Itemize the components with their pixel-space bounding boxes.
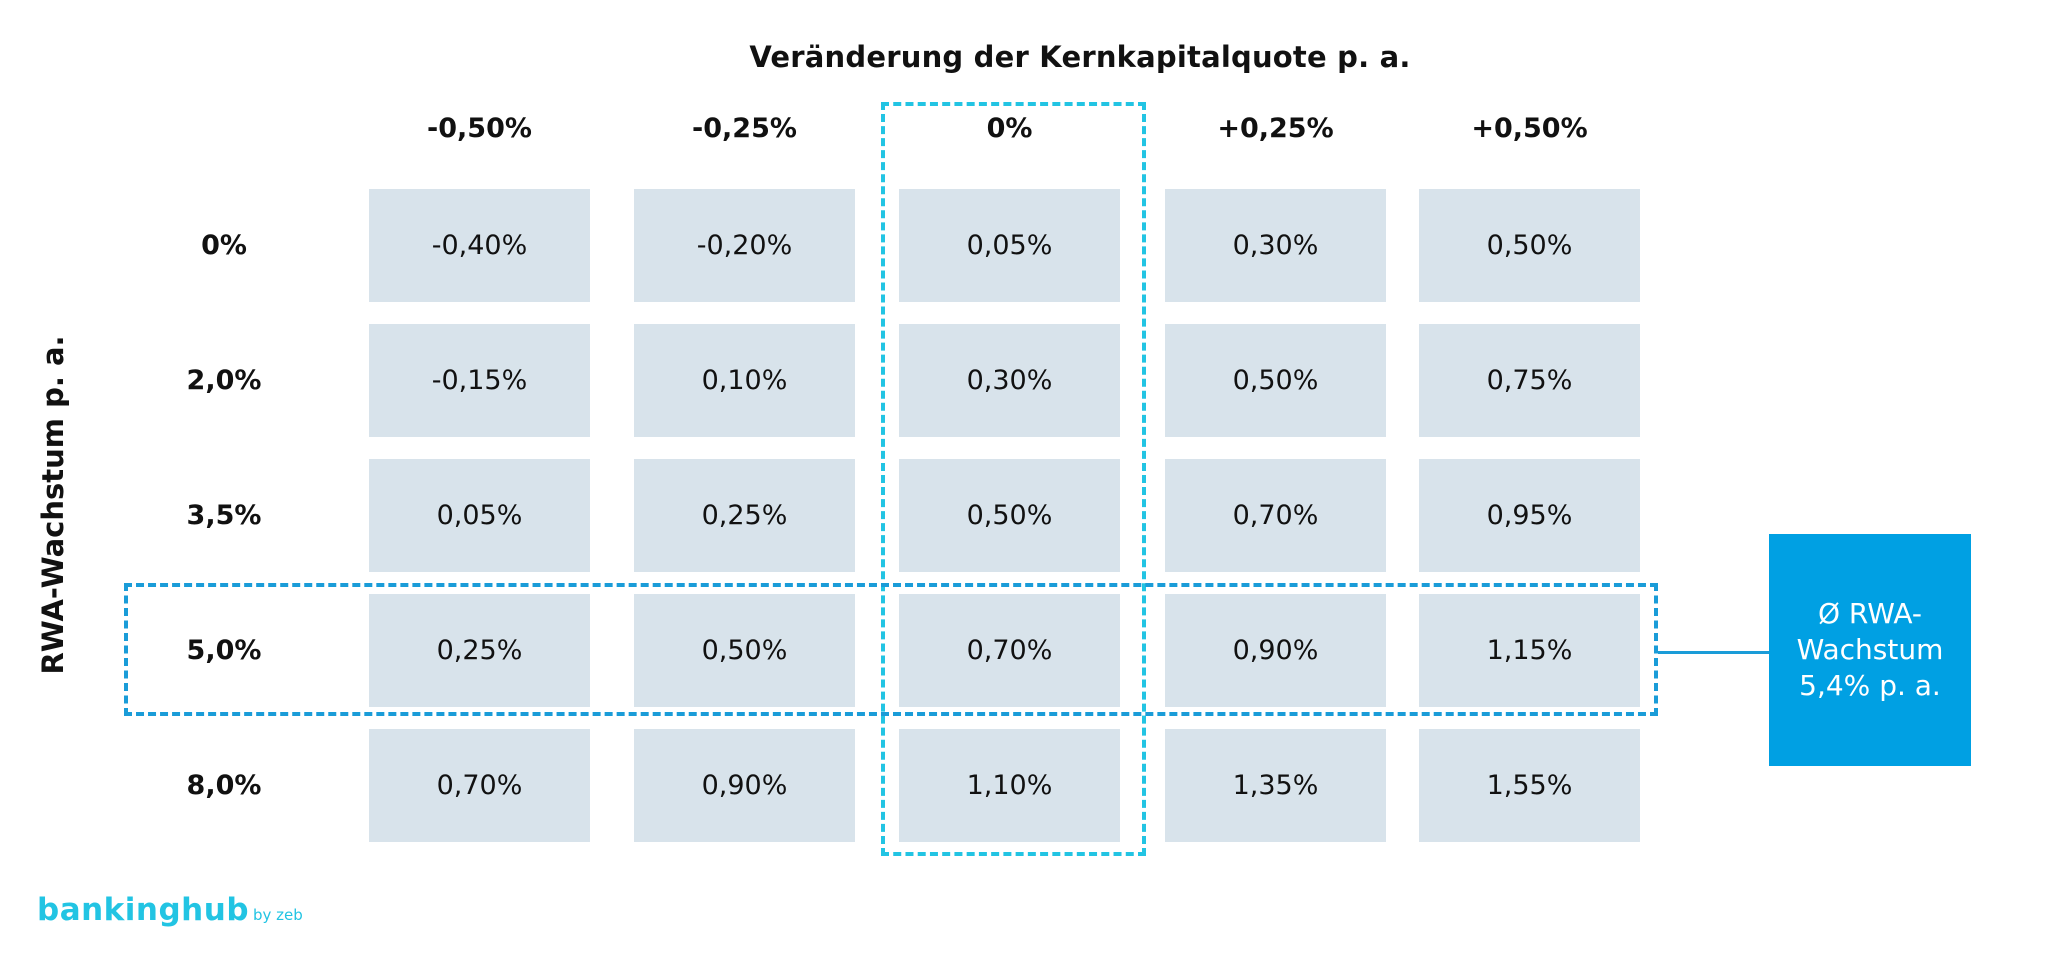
- table-cell: 0,50%: [899, 459, 1120, 572]
- table-cell: 0,30%: [1165, 189, 1386, 302]
- column-header: -0,50%: [427, 113, 532, 144]
- chart-title: Veränderung der Kernkapitalquote p. a.: [749, 40, 1411, 74]
- row-header: 2,0%: [186, 364, 262, 396]
- row-header: 5,0%: [186, 634, 262, 666]
- table-cell: 1,10%: [899, 729, 1120, 842]
- row-header: 3,5%: [186, 499, 262, 531]
- table-cell: 1,35%: [1165, 729, 1386, 842]
- table-cell: -0,15%: [369, 324, 590, 437]
- column-header: -0,25%: [692, 113, 797, 144]
- row-header: 8,0%: [186, 769, 262, 801]
- table-cell: 0,50%: [1419, 189, 1640, 302]
- table-cell: -0,40%: [369, 189, 590, 302]
- table-cell: 0,70%: [369, 729, 590, 842]
- table-cell: 1,55%: [1419, 729, 1640, 842]
- table-cell: 0,25%: [369, 594, 590, 707]
- table-cell: 0,70%: [1165, 459, 1386, 572]
- callout-box: Ø RWA- Wachstum 5,4% p. a.: [1769, 534, 1971, 766]
- table-cell: 0,75%: [1419, 324, 1640, 437]
- table-cell: 0,05%: [369, 459, 590, 572]
- table-cell: 0,30%: [899, 324, 1120, 437]
- table-cell: 0,95%: [1419, 459, 1640, 572]
- table-cell: 0,25%: [634, 459, 855, 572]
- bankinghub-logo: bankinghub by zeb: [37, 892, 303, 928]
- table-cell: 1,15%: [1419, 594, 1640, 707]
- table-cell: 0,90%: [1165, 594, 1386, 707]
- logo-wordmark: bankinghub: [37, 892, 250, 928]
- table-cell: 0,05%: [899, 189, 1120, 302]
- callout-line-1: Ø RWA-: [1817, 597, 1923, 630]
- logo-byline: by zeb: [253, 906, 303, 924]
- callout-line-2: Wachstum: [1796, 633, 1944, 666]
- y-axis-label: RWA-Wachstum p. a.: [36, 335, 70, 675]
- table-cell: 0,50%: [634, 594, 855, 707]
- column-header: 0%: [986, 113, 1033, 144]
- table-cell: 0,50%: [1165, 324, 1386, 437]
- table-cell: 0,70%: [899, 594, 1120, 707]
- table-cell: -0,20%: [634, 189, 855, 302]
- callout-connector: [1658, 651, 1770, 654]
- table-cell: 0,90%: [634, 729, 855, 842]
- column-header: +0,25%: [1217, 113, 1334, 144]
- row-header: 0%: [201, 229, 247, 261]
- callout-line-3: 5,4% p. a.: [1799, 669, 1941, 702]
- column-header: +0,50%: [1471, 113, 1588, 144]
- table-cell: 0,10%: [634, 324, 855, 437]
